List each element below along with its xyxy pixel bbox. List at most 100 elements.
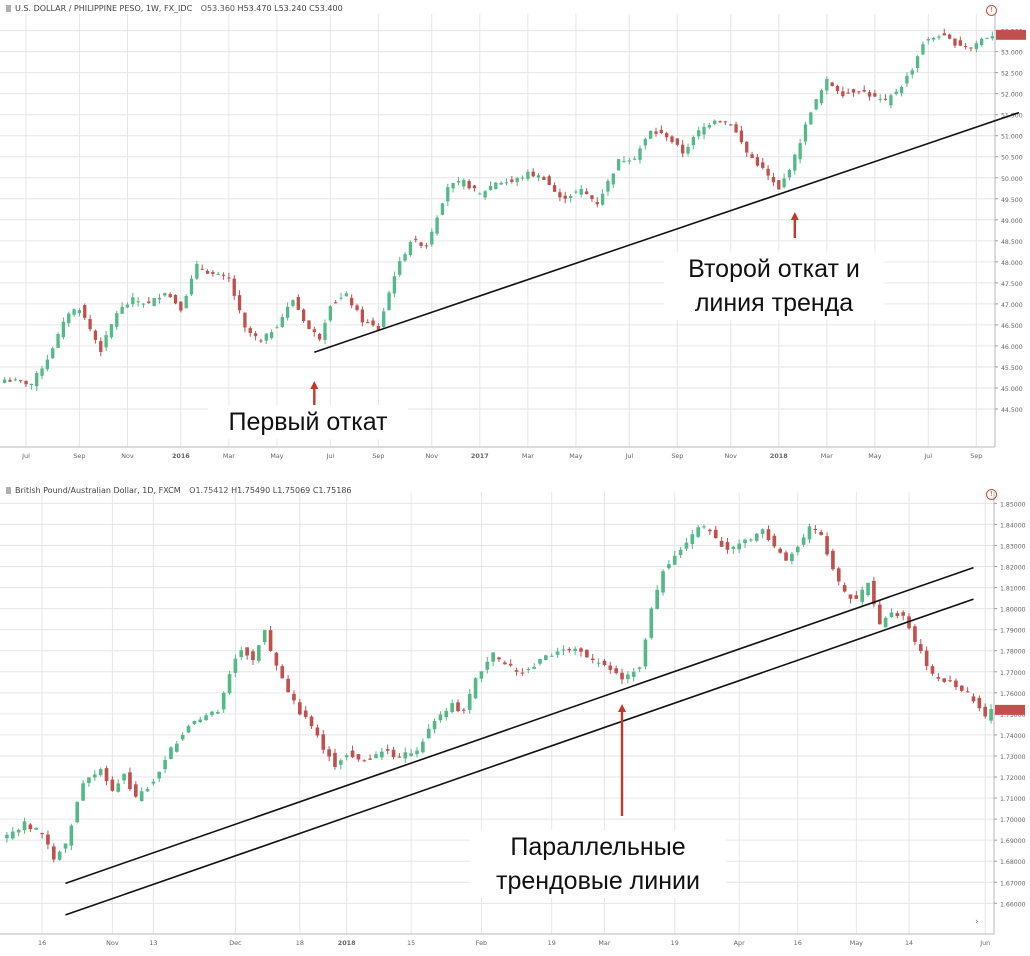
candle-body bbox=[883, 617, 888, 628]
candle-body bbox=[585, 649, 589, 658]
candle-body bbox=[385, 749, 390, 751]
candle-body bbox=[772, 535, 777, 547]
y-tick-label: 50.500 bbox=[1001, 155, 1023, 162]
scroll-right-icon[interactable]: › bbox=[975, 917, 979, 927]
candle-body bbox=[905, 75, 909, 84]
candle-body bbox=[958, 40, 962, 46]
candle-body bbox=[303, 710, 308, 717]
candle-body bbox=[109, 324, 114, 338]
alert-icon[interactable]: ! bbox=[986, 489, 997, 500]
x-tick-label: 16 bbox=[794, 939, 802, 947]
x-tick-label: Sep bbox=[372, 452, 384, 460]
candle-body bbox=[274, 652, 279, 666]
candle-body bbox=[825, 536, 829, 555]
candle-body bbox=[672, 555, 677, 565]
candle-body bbox=[926, 39, 930, 41]
candle-body bbox=[678, 549, 683, 555]
candle-body bbox=[195, 263, 199, 279]
gbpaud-chart[interactable]: 1.85000 1.84000 1.83000 1.82000 1.81000 1.800… bbox=[0, 482, 1030, 956]
trend-line bbox=[314, 111, 1020, 353]
candle-body bbox=[239, 650, 244, 658]
y-tick-label: 1.82000 bbox=[1000, 565, 1026, 572]
candle-body bbox=[451, 182, 455, 189]
candle-body bbox=[334, 302, 338, 304]
candle-body bbox=[139, 791, 144, 802]
candle-body bbox=[315, 727, 320, 736]
candle-body bbox=[924, 650, 929, 667]
candle-body bbox=[536, 175, 541, 178]
candle-body bbox=[186, 726, 191, 733]
candle-body bbox=[723, 121, 728, 123]
candle-body bbox=[696, 527, 700, 537]
candle-body bbox=[478, 193, 482, 195]
candle-body bbox=[456, 180, 461, 183]
candle-body bbox=[600, 193, 605, 205]
candle-body bbox=[947, 34, 952, 39]
candle-body bbox=[795, 546, 800, 553]
candle-body bbox=[889, 612, 894, 618]
candle-body bbox=[72, 309, 76, 315]
candle-body bbox=[122, 773, 126, 781]
candle-body bbox=[930, 666, 935, 674]
candle-body bbox=[561, 649, 566, 651]
x-tick-label: May bbox=[569, 452, 582, 460]
candle-body bbox=[590, 658, 595, 661]
usdphp-chart[interactable]: 53.50053.00052.50052.00051.50051.00050.5… bbox=[0, 0, 1030, 462]
x-tick-label: 18 bbox=[296, 939, 304, 947]
ohlc-low: L53.240 bbox=[274, 4, 307, 13]
candle-body bbox=[227, 674, 232, 694]
candle-body bbox=[467, 181, 471, 189]
candle-body bbox=[35, 373, 39, 387]
candle-body bbox=[654, 131, 658, 134]
arrow-parallel-lines-head bbox=[618, 704, 627, 712]
candle-body bbox=[462, 179, 466, 187]
candle-body bbox=[777, 180, 781, 190]
candle-body bbox=[309, 716, 314, 727]
candle-body bbox=[169, 747, 173, 759]
alert-icon[interactable]: ! bbox=[986, 5, 997, 16]
candle-body bbox=[857, 91, 861, 93]
y-tick-label: 1.72000 bbox=[1000, 775, 1026, 782]
candle-body bbox=[889, 95, 893, 106]
candle-body bbox=[483, 191, 487, 198]
candle-body bbox=[643, 639, 648, 667]
candle-body bbox=[862, 89, 866, 92]
candle-body bbox=[725, 542, 730, 550]
candle-body bbox=[350, 750, 355, 758]
candle-body bbox=[520, 672, 525, 674]
candle-body bbox=[675, 138, 680, 145]
candle-body bbox=[936, 677, 941, 679]
candle-body bbox=[40, 833, 44, 835]
candle-body bbox=[29, 383, 34, 386]
candle-body bbox=[836, 568, 841, 582]
candle-body bbox=[456, 702, 460, 712]
candle-body bbox=[221, 692, 226, 710]
x-tick-label: 2016 bbox=[172, 452, 190, 460]
candle-body bbox=[665, 133, 669, 138]
y-tick-label: 1.73000 bbox=[1000, 754, 1026, 761]
candle-body bbox=[798, 143, 802, 160]
candle-body bbox=[268, 630, 273, 652]
candle-body bbox=[584, 191, 589, 195]
candle-body bbox=[854, 595, 859, 599]
x-tick-label: 2018 bbox=[770, 452, 788, 460]
candle-body bbox=[403, 254, 407, 261]
x-tick-label: Jul bbox=[923, 452, 932, 460]
y-tick-label: 1.79000 bbox=[1000, 628, 1026, 635]
x-tick-label: Mar bbox=[522, 452, 534, 460]
y-tick-label: 50.000 bbox=[1001, 176, 1023, 183]
candle-body bbox=[542, 177, 546, 180]
candle-body bbox=[61, 321, 66, 338]
candle-body bbox=[531, 171, 535, 177]
chart-panel-gbpaud[interactable]: 1.85000 1.84000 1.83000 1.82000 1.81000 1.800… bbox=[0, 482, 1030, 956]
candle-body bbox=[216, 711, 220, 714]
chart-panel-usdphp[interactable]: 53.50053.00052.50052.00051.50051.00050.5… bbox=[0, 0, 1030, 462]
candle-body bbox=[842, 585, 847, 592]
x-tick-label: Dec bbox=[229, 939, 242, 947]
candle-body bbox=[344, 755, 349, 758]
candle-body bbox=[953, 38, 957, 46]
annotation-first-pullback: Первый откат bbox=[208, 405, 408, 439]
candle-body bbox=[563, 195, 567, 199]
candle-body bbox=[198, 719, 203, 723]
candle-body bbox=[362, 760, 367, 762]
